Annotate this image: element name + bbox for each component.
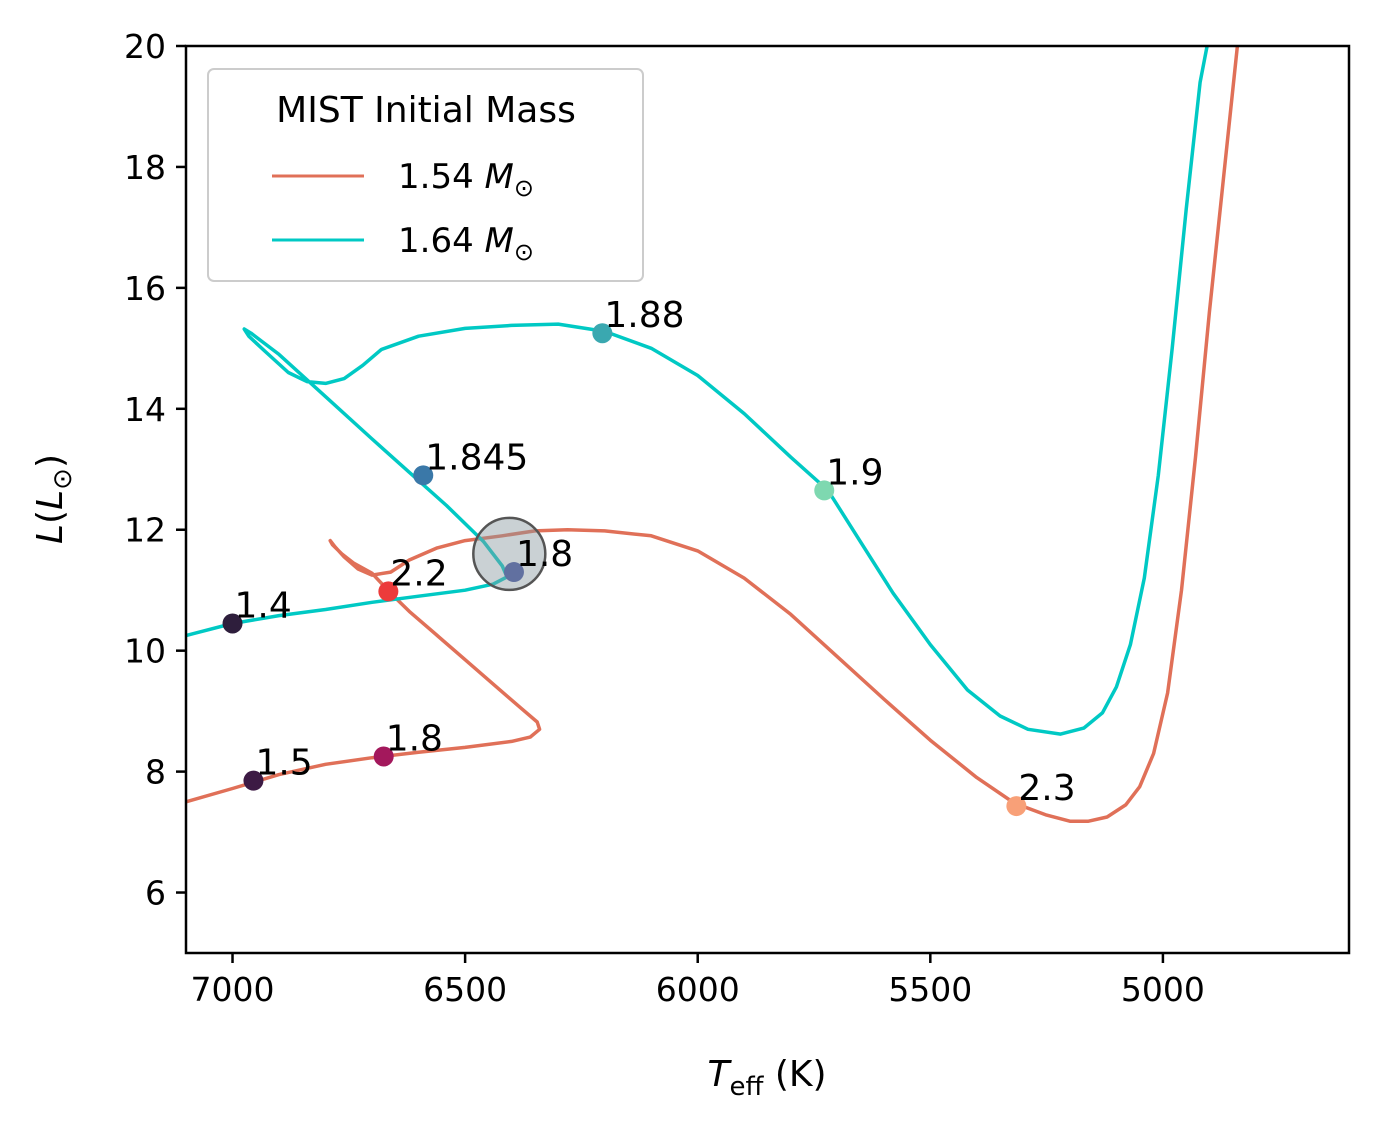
legend-title: MIST Initial Mass [276,90,576,131]
marker-label-7: 1.88 [604,295,684,336]
y-tick-label-6: 16 [124,269,166,308]
y-tick-label-8: 20 [124,27,166,66]
marker-point-1 [222,613,243,634]
y-tick-label-4: 12 [124,511,166,550]
marker-label-9: 2.3 [1018,768,1075,809]
marker-point-3 [378,581,399,602]
series-line-1 [186,46,1240,823]
marker-layer [222,323,1027,817]
highlight-circle [472,516,547,592]
y-tick-label-3: 10 [124,632,166,671]
marker-label-1: 1.4 [235,585,292,626]
plot-frame [184,44,1351,955]
marker-point-2 [243,770,264,791]
x-tick-label-3: 6000 [656,970,740,1009]
x-tick-label-4: 5500 [888,970,972,1009]
marker-label-5: 1.845 [425,437,528,478]
marker-point-5 [413,465,434,486]
marker-label-2: 1.5 [255,743,312,784]
y-axis-label: L(L⊙) [30,454,78,544]
marker-point-7 [592,323,613,344]
x-tick-label-5: 5000 [1121,970,1205,1009]
marker-point-9 [1006,796,1027,817]
marker-point-6 [503,562,524,583]
marker-label-6: 1.8 [516,534,573,575]
legend-box [207,68,644,282]
y-tick-label-1: 6 [145,874,166,913]
series-line-2 [186,46,1209,736]
marker-label-4: 1.8 [386,718,443,759]
legend-entry-2: 1.64 M⊙ [398,221,534,266]
marker-label-8: 1.9 [826,452,883,493]
y-tick-label-2: 8 [145,753,166,792]
x-axis-ticks: 7000 6500 6000 5500 5000 [191,953,1205,1009]
x-tick-label-1: 7000 [191,970,275,1009]
y-axis-ticks: 6 8 10 12 14 16 18 20 [124,27,186,913]
y-tick-label-5: 14 [124,390,166,429]
x-tick-label-2: 6500 [423,970,507,1009]
annotation-layer: 1.4 1.5 2.2 1.8 1.845 1.8 1.88 1.9 2.3 [235,295,1076,809]
legend-entry-1: 1.54 M⊙ [398,157,534,202]
x-axis-label: Teff (K) [707,1054,826,1102]
marker-label-3: 2.2 [390,553,447,594]
series-layer [186,46,1240,823]
marker-point-4 [373,746,394,767]
legend: MIST Initial Mass 1.54 M⊙ 1.64 M⊙ [207,68,644,282]
marker-point-8 [814,480,835,501]
y-tick-label-7: 18 [124,148,166,187]
